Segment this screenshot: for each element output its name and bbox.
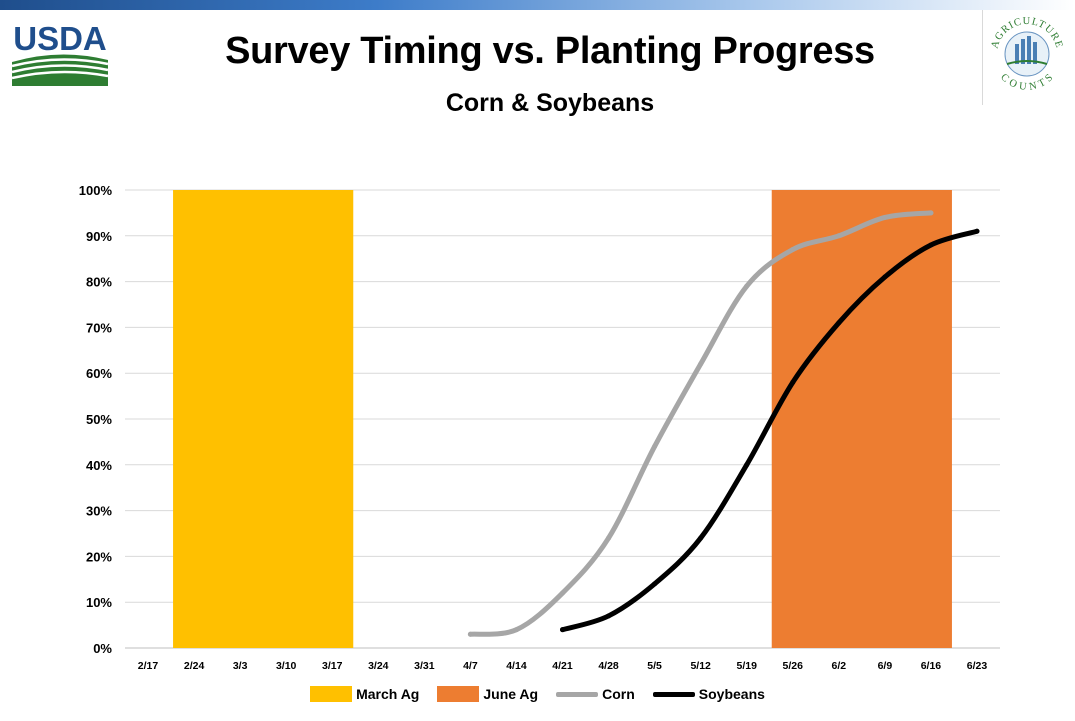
legend-item-march-ag: March Ag xyxy=(310,686,419,702)
data-point-corn xyxy=(606,535,612,541)
x-tick-label: 6/9 xyxy=(878,660,893,672)
legend-swatch-soybeans xyxy=(652,691,695,697)
data-point-corn xyxy=(467,631,473,637)
x-tick-label: 5/19 xyxy=(736,660,757,672)
data-point-soybeans xyxy=(560,627,565,633)
series-line-soybeans xyxy=(560,228,980,633)
y-tick-label: 100% xyxy=(79,183,113,198)
legend-swatch-corn xyxy=(556,691,599,697)
legend-item-june-ag: June Ag xyxy=(437,686,538,702)
y-tick-label: 30% xyxy=(86,504,112,519)
x-tick-label: 3/31 xyxy=(414,660,435,672)
usda-logo-text: USDA xyxy=(13,20,107,57)
data-point-soybeans xyxy=(606,613,612,619)
data-point-corn xyxy=(928,210,934,216)
y-tick-label: 50% xyxy=(86,412,112,427)
x-tick-label: 2/17 xyxy=(138,660,159,672)
x-tick-label: 3/3 xyxy=(233,660,248,672)
legend-swatch-june-ag xyxy=(437,686,480,702)
y-tick-label: 60% xyxy=(86,366,112,381)
x-tick-label: 5/26 xyxy=(783,660,804,672)
data-point-corn xyxy=(652,443,658,449)
data-point-corn xyxy=(513,627,519,633)
header-divider xyxy=(982,10,983,105)
data-point-corn xyxy=(836,233,842,239)
page-subtitle: Corn & Soybeans xyxy=(445,89,655,117)
data-point-corn xyxy=(698,361,704,367)
data-point-soybeans xyxy=(928,242,934,248)
legend-item-corn: Corn xyxy=(556,686,635,702)
x-tick-label: 4/28 xyxy=(598,660,619,672)
x-tick-label: 6/16 xyxy=(921,660,942,672)
chart-legend: March Ag June Ag Corn Soybeans xyxy=(0,686,1075,702)
y-tick-label: 70% xyxy=(86,320,112,335)
y-tick-label: 90% xyxy=(86,229,112,244)
legend-label-march-ag: March Ag xyxy=(356,686,420,702)
page-title: Survey Timing vs. Planting Progress xyxy=(225,30,875,72)
data-point-corn xyxy=(744,283,750,289)
legend-item-soybeans: Soybeans xyxy=(652,686,765,702)
y-tick-label: 80% xyxy=(86,275,112,290)
y-tick-label: 0% xyxy=(93,641,112,656)
x-tick-label: 4/21 xyxy=(552,660,573,672)
y-tick-label: 40% xyxy=(86,458,112,473)
usda-logo: USDA xyxy=(8,14,112,86)
x-tick-label: 6/2 xyxy=(832,660,847,672)
data-point-corn xyxy=(882,214,888,220)
data-point-corn xyxy=(560,590,565,596)
x-tick-label: 3/10 xyxy=(276,660,297,672)
legend-swatch-march-ag xyxy=(310,686,353,702)
legend-label-soybeans: Soybeans xyxy=(698,686,765,702)
x-tick-label: 3/24 xyxy=(368,660,389,672)
data-point-soybeans xyxy=(836,320,842,326)
planting-progress-chart: 0% 10% 20% 30% 40% 50% 60% 70% 80% 90% 100% 2/17 2/2… xyxy=(79,183,1000,672)
legend-label-june-ag: June Ag xyxy=(483,686,539,702)
data-point-soybeans xyxy=(974,228,980,234)
header-stripe xyxy=(0,0,1075,10)
data-point-soybeans xyxy=(698,535,704,541)
legend-label-corn: Corn xyxy=(602,686,635,702)
data-point-soybeans xyxy=(652,581,658,587)
band-june-ag xyxy=(771,190,952,648)
y-tick-label: 20% xyxy=(86,549,112,564)
y-tick-label: 10% xyxy=(86,595,112,610)
series-line-corn xyxy=(467,210,934,637)
x-tick-label: 2/24 xyxy=(184,660,205,672)
x-tick-label: 4/7 xyxy=(463,660,478,672)
data-point-corn xyxy=(790,247,796,253)
data-point-soybeans xyxy=(744,462,750,468)
data-point-soybeans xyxy=(882,274,888,280)
x-tick-label: 5/5 xyxy=(647,660,662,672)
data-point-soybeans xyxy=(790,379,796,385)
x-tick-label: 4/14 xyxy=(506,660,527,672)
band-march-ag xyxy=(173,190,354,648)
x-tick-label: 6/23 xyxy=(967,660,988,672)
x-tick-label: 3/17 xyxy=(322,660,343,672)
agriculture-counts-logo: AGRICULTURE COUNTS xyxy=(989,16,1063,93)
x-tick-label: 5/12 xyxy=(690,660,711,672)
